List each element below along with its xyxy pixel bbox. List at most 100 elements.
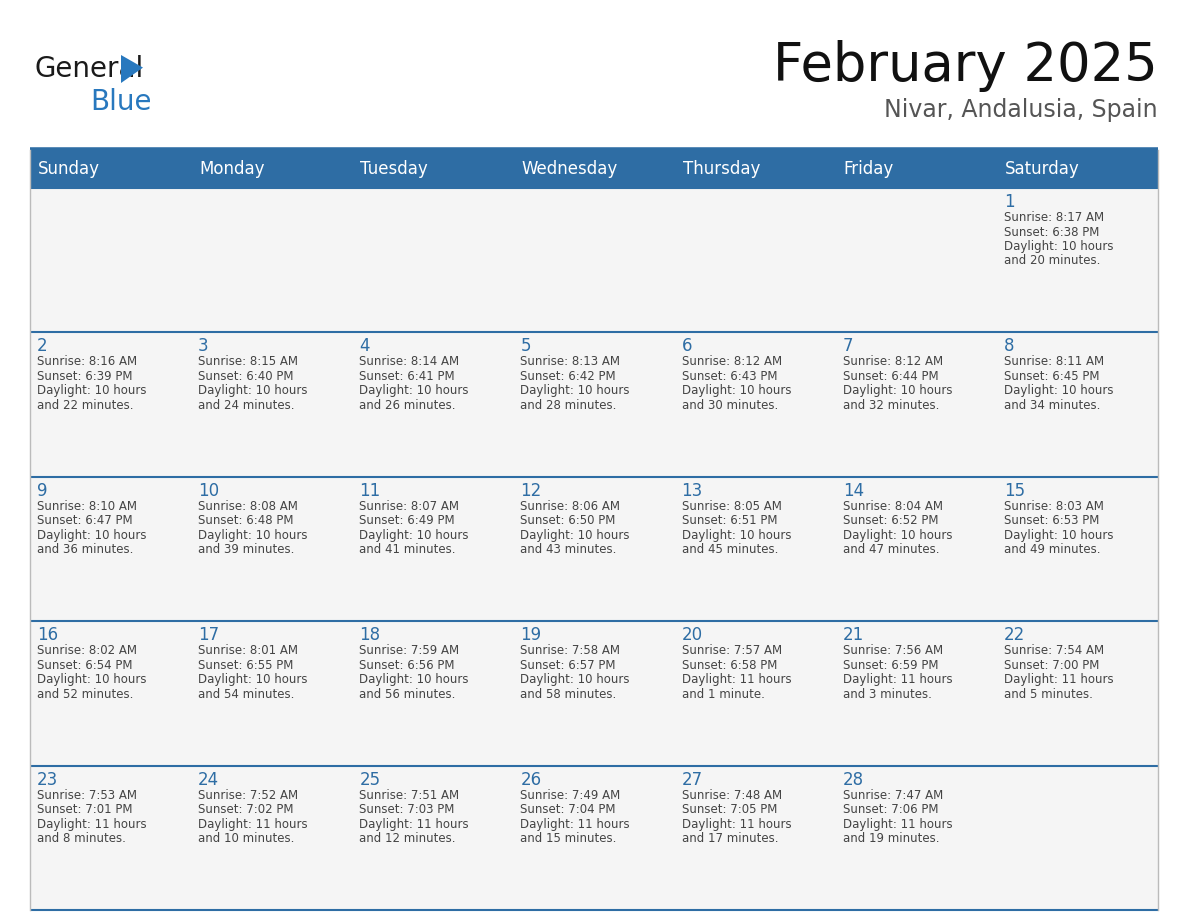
Text: Daylight: 11 hours: Daylight: 11 hours [359, 818, 469, 831]
Text: Sunrise: 7:54 AM: Sunrise: 7:54 AM [1004, 644, 1104, 657]
Text: and 52 minutes.: and 52 minutes. [37, 688, 133, 700]
Text: Daylight: 10 hours: Daylight: 10 hours [198, 673, 308, 686]
Text: Daylight: 10 hours: Daylight: 10 hours [198, 385, 308, 397]
Text: 10: 10 [198, 482, 220, 499]
Text: and 58 minutes.: and 58 minutes. [520, 688, 617, 700]
Bar [513, 621, 675, 766]
Text: Sunrise: 7:59 AM: Sunrise: 7:59 AM [359, 644, 460, 657]
Text: 2: 2 [37, 338, 48, 355]
Text: and 49 minutes.: and 49 minutes. [1004, 543, 1100, 556]
Text: Daylight: 10 hours: Daylight: 10 hours [520, 385, 630, 397]
Bar [191, 476, 353, 621]
Text: Sunrise: 7:47 AM: Sunrise: 7:47 AM [842, 789, 943, 801]
Bar [513, 476, 675, 621]
Text: Sunrise: 7:58 AM: Sunrise: 7:58 AM [520, 644, 620, 657]
Text: Sunrise: 8:10 AM: Sunrise: 8:10 AM [37, 499, 137, 513]
Text: Sunset: 6:38 PM: Sunset: 6:38 PM [1004, 226, 1099, 239]
Bar [30, 476, 191, 621]
Text: and 36 minutes.: and 36 minutes. [37, 543, 133, 556]
Text: and 56 minutes.: and 56 minutes. [359, 688, 456, 700]
Text: and 15 minutes.: and 15 minutes. [520, 832, 617, 845]
Text: Daylight: 11 hours: Daylight: 11 hours [198, 818, 308, 831]
Text: Sunset: 6:58 PM: Sunset: 6:58 PM [682, 659, 777, 672]
Text: 16: 16 [37, 626, 58, 644]
Bar [835, 332, 997, 476]
Text: Sunset: 6:40 PM: Sunset: 6:40 PM [198, 370, 293, 383]
Text: and 43 minutes.: and 43 minutes. [520, 543, 617, 556]
Text: and 10 minutes.: and 10 minutes. [198, 832, 295, 845]
Text: Daylight: 10 hours: Daylight: 10 hours [37, 529, 146, 542]
Text: Daylight: 10 hours: Daylight: 10 hours [359, 529, 469, 542]
Text: Sunrise: 7:52 AM: Sunrise: 7:52 AM [198, 789, 298, 801]
Text: Sunrise: 8:06 AM: Sunrise: 8:06 AM [520, 499, 620, 513]
Text: 22: 22 [1004, 626, 1025, 644]
Text: Sunday: Sunday [38, 160, 100, 178]
Text: and 20 minutes.: and 20 minutes. [1004, 254, 1100, 267]
Bar [513, 766, 675, 910]
Text: Sunrise: 8:02 AM: Sunrise: 8:02 AM [37, 644, 137, 657]
Text: and 3 minutes.: and 3 minutes. [842, 688, 931, 700]
Text: Sunrise: 8:17 AM: Sunrise: 8:17 AM [1004, 211, 1104, 224]
Text: Sunset: 7:02 PM: Sunset: 7:02 PM [198, 803, 293, 816]
Text: 28: 28 [842, 770, 864, 789]
Text: Sunset: 6:59 PM: Sunset: 6:59 PM [842, 659, 939, 672]
Text: General: General [34, 55, 144, 83]
Text: and 54 minutes.: and 54 minutes. [198, 688, 295, 700]
Text: Sunset: 6:49 PM: Sunset: 6:49 PM [359, 514, 455, 527]
Text: Daylight: 10 hours: Daylight: 10 hours [359, 673, 469, 686]
Text: Thursday: Thursday [683, 160, 760, 178]
Text: Wednesday: Wednesday [522, 160, 618, 178]
Bar [675, 188, 835, 332]
Text: Sunset: 6:50 PM: Sunset: 6:50 PM [520, 514, 615, 527]
Text: 12: 12 [520, 482, 542, 499]
Text: 4: 4 [359, 338, 369, 355]
Bar [191, 621, 353, 766]
Text: and 45 minutes.: and 45 minutes. [682, 543, 778, 556]
Text: 15: 15 [1004, 482, 1025, 499]
Text: Sunrise: 7:56 AM: Sunrise: 7:56 AM [842, 644, 943, 657]
Text: Sunset: 6:54 PM: Sunset: 6:54 PM [37, 659, 133, 672]
Text: Monday: Monday [200, 160, 265, 178]
Text: Sunset: 6:51 PM: Sunset: 6:51 PM [682, 514, 777, 527]
Text: Sunset: 6:56 PM: Sunset: 6:56 PM [359, 659, 455, 672]
Text: Blue: Blue [90, 88, 152, 116]
Bar [835, 188, 997, 332]
Text: Daylight: 11 hours: Daylight: 11 hours [520, 818, 630, 831]
Text: Tuesday: Tuesday [360, 160, 428, 178]
Bar [675, 332, 835, 476]
Text: Sunset: 6:45 PM: Sunset: 6:45 PM [1004, 370, 1099, 383]
Text: 25: 25 [359, 770, 380, 789]
Text: 11: 11 [359, 482, 380, 499]
Text: Daylight: 11 hours: Daylight: 11 hours [842, 673, 953, 686]
Text: Sunrise: 7:57 AM: Sunrise: 7:57 AM [682, 644, 782, 657]
Text: 3: 3 [198, 338, 209, 355]
Text: and 32 minutes.: and 32 minutes. [842, 399, 939, 412]
Text: Sunrise: 8:16 AM: Sunrise: 8:16 AM [37, 355, 137, 368]
Text: February 2025: February 2025 [773, 40, 1158, 92]
Text: Nivar, Andalusia, Spain: Nivar, Andalusia, Spain [884, 98, 1158, 122]
Text: and 41 minutes.: and 41 minutes. [359, 543, 456, 556]
Text: 24: 24 [198, 770, 220, 789]
Text: Sunrise: 8:12 AM: Sunrise: 8:12 AM [682, 355, 782, 368]
Text: 6: 6 [682, 338, 693, 355]
Text: and 17 minutes.: and 17 minutes. [682, 832, 778, 845]
Bar [835, 766, 997, 910]
Bar [997, 766, 1158, 910]
Bar [513, 188, 675, 332]
Text: 19: 19 [520, 626, 542, 644]
Text: 13: 13 [682, 482, 703, 499]
Text: Sunrise: 8:14 AM: Sunrise: 8:14 AM [359, 355, 460, 368]
Text: Sunset: 7:04 PM: Sunset: 7:04 PM [520, 803, 615, 816]
Text: Sunset: 7:00 PM: Sunset: 7:00 PM [1004, 659, 1099, 672]
Text: Sunset: 6:39 PM: Sunset: 6:39 PM [37, 370, 133, 383]
Text: Sunrise: 8:07 AM: Sunrise: 8:07 AM [359, 499, 460, 513]
Text: Sunset: 7:06 PM: Sunset: 7:06 PM [842, 803, 939, 816]
Bar [997, 188, 1158, 332]
Text: 20: 20 [682, 626, 702, 644]
Text: Sunset: 6:48 PM: Sunset: 6:48 PM [198, 514, 293, 527]
Text: Daylight: 10 hours: Daylight: 10 hours [1004, 529, 1113, 542]
Text: and 8 minutes.: and 8 minutes. [37, 832, 126, 845]
Text: and 47 minutes.: and 47 minutes. [842, 543, 940, 556]
Text: 18: 18 [359, 626, 380, 644]
Bar [191, 332, 353, 476]
